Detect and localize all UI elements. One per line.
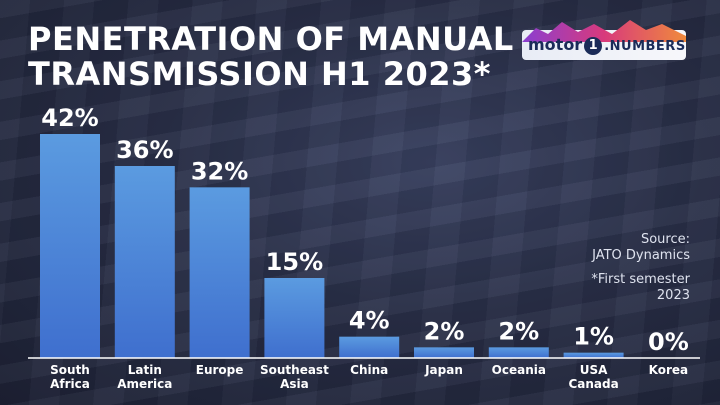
logo-numbers: .NUMBERS bbox=[604, 39, 686, 54]
category-label: Korea bbox=[649, 363, 689, 377]
bar-china bbox=[339, 336, 400, 358]
value-label: 2% bbox=[498, 317, 539, 345]
value-label: 2% bbox=[424, 317, 465, 345]
footnote-line-2: 2023 bbox=[656, 288, 690, 303]
value-label: 42% bbox=[41, 104, 98, 132]
bar-latin-america bbox=[114, 166, 175, 358]
category-label: Oceania bbox=[492, 363, 546, 377]
bar-southeast-asia bbox=[264, 278, 325, 358]
logo-word: motor bbox=[528, 35, 583, 54]
value-label: 32% bbox=[191, 157, 248, 185]
logo-mountain-graphic bbox=[522, 20, 686, 42]
category-label: Latin bbox=[128, 363, 162, 377]
category-label: Europe bbox=[196, 363, 244, 377]
value-label: 4% bbox=[349, 307, 390, 335]
value-label: 1% bbox=[573, 323, 614, 351]
bar-usa-canada bbox=[563, 352, 624, 358]
category-label: America bbox=[117, 377, 172, 391]
category-label: Asia bbox=[280, 377, 309, 391]
logo-text: motor 1 .NUMBERS bbox=[528, 35, 686, 55]
bar-oceania bbox=[488, 347, 549, 358]
bar-europe bbox=[189, 187, 250, 358]
bar-japan bbox=[414, 347, 474, 358]
logo-one-badge: 1 bbox=[584, 37, 603, 55]
category-label: Southeast bbox=[260, 363, 329, 377]
source-note: Source: JATO Dynamics *First semester 20… bbox=[591, 232, 690, 304]
category-label: Japan bbox=[424, 363, 463, 377]
title-line-2: TRANSMISSION H1 2023* bbox=[28, 55, 491, 93]
value-label: 36% bbox=[116, 136, 173, 164]
value-label: 0% bbox=[648, 328, 689, 356]
category-label: China bbox=[350, 363, 388, 377]
chart-title: PENETRATION OF MANUAL TRANSMISSION H1 20… bbox=[28, 22, 514, 92]
motor1-numbers-logo: motor 1 .NUMBERS bbox=[522, 20, 686, 60]
footnote-line-1: *First semester bbox=[591, 272, 690, 287]
category-label: USA bbox=[580, 363, 608, 377]
category-label: Africa bbox=[50, 377, 90, 391]
bar-south-africa bbox=[40, 134, 100, 358]
source-label: Source: bbox=[640, 232, 690, 247]
category-label: Canada bbox=[568, 377, 618, 391]
source-name: JATO Dynamics bbox=[592, 248, 690, 263]
category-label: South bbox=[50, 363, 90, 377]
title-line-1: PENETRATION OF MANUAL bbox=[28, 20, 514, 58]
value-label: 15% bbox=[266, 248, 323, 276]
